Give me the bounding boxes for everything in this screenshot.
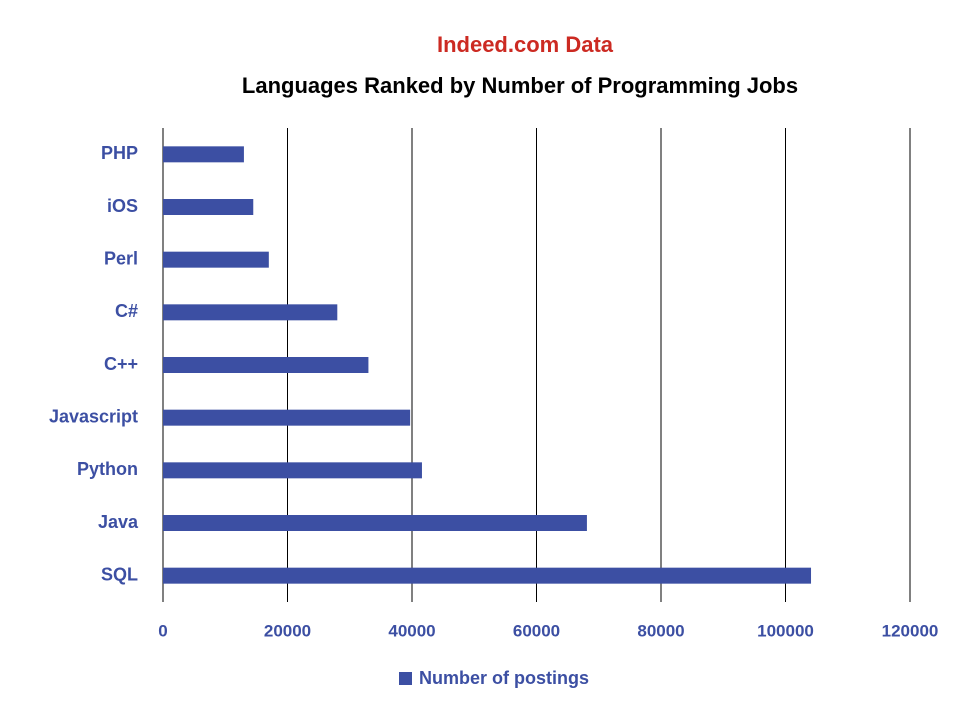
- x-tick-label: 120000: [882, 621, 939, 640]
- bar: [163, 462, 422, 479]
- y-tick-label: C#: [115, 301, 138, 321]
- legend-label: Number of postings: [419, 668, 589, 688]
- bar: [163, 515, 587, 531]
- bar: [163, 409, 411, 426]
- bar: [163, 567, 812, 584]
- x-tick-label: 80000: [637, 621, 684, 640]
- y-tick-label: Javascript: [49, 406, 138, 426]
- x-tick-label: 40000: [388, 621, 435, 640]
- y-tick-label: Perl: [104, 248, 138, 268]
- x-tick-label: 0: [158, 621, 167, 640]
- y-tick-label: iOS: [107, 196, 138, 216]
- bar: [163, 251, 269, 268]
- y-tick-label: PHP: [101, 143, 138, 163]
- bar: [163, 199, 254, 215]
- bar: [163, 304, 338, 321]
- legend-swatch: [399, 672, 412, 685]
- x-tick-label: 20000: [264, 621, 311, 640]
- x-tick-label: 100000: [757, 621, 814, 640]
- bar: [163, 357, 369, 373]
- y-tick-label: Java: [98, 512, 139, 532]
- y-tick-label: C++: [104, 354, 138, 374]
- y-tick-label: Python: [77, 459, 138, 479]
- y-tick-label: SQL: [101, 564, 138, 584]
- chart-title: Indeed.com Data: [437, 32, 614, 57]
- bar: [163, 146, 244, 163]
- x-tick-label: 60000: [513, 621, 560, 640]
- chart-subtitle: Languages Ranked by Number of Programmin…: [242, 73, 798, 98]
